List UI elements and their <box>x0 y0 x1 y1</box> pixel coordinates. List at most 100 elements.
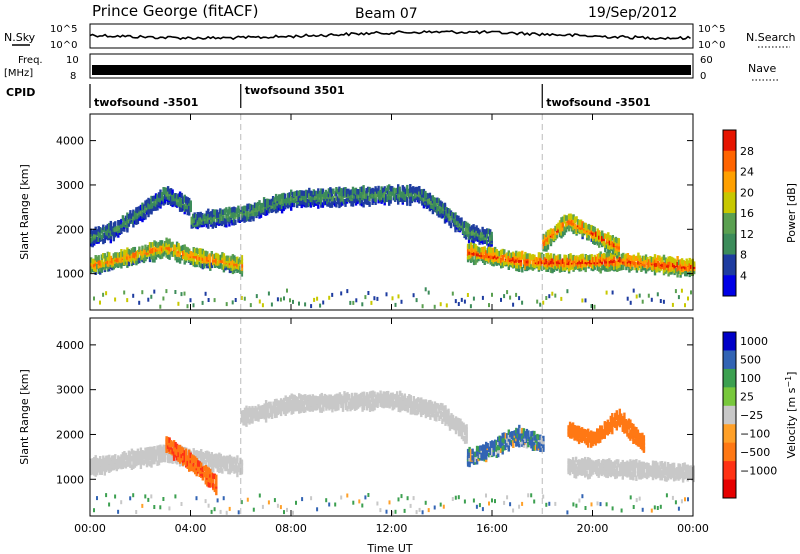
data-cell <box>210 211 213 217</box>
data-cell <box>204 218 207 224</box>
data-cell <box>465 427 468 433</box>
data-cell <box>574 473 578 479</box>
data-cell <box>342 198 346 205</box>
data-cell <box>397 197 400 203</box>
data-cell <box>295 403 298 409</box>
data-cell <box>168 195 171 201</box>
data-cell <box>545 253 548 259</box>
data-cell <box>194 261 197 268</box>
data-cell <box>349 300 352 305</box>
data-cell <box>452 212 456 219</box>
data-cell <box>273 399 277 405</box>
data-cell <box>566 220 569 227</box>
data-cell <box>114 226 117 233</box>
data-cell <box>307 398 310 404</box>
data-cell <box>328 405 331 411</box>
data-cell <box>299 399 302 405</box>
data-cell <box>495 252 498 258</box>
data-cell <box>160 251 164 258</box>
data-cell <box>386 185 389 191</box>
data-cell <box>611 249 614 255</box>
data-cell <box>566 215 569 221</box>
data-cell <box>221 462 224 468</box>
data-cell <box>150 203 153 209</box>
data-cell <box>606 419 609 426</box>
data-cell <box>581 298 584 303</box>
data-cell <box>321 188 325 194</box>
data-cell <box>601 254 604 260</box>
data-cell <box>399 401 402 407</box>
data-cell <box>258 205 261 212</box>
data-cell <box>373 404 376 411</box>
data-cell <box>445 414 449 421</box>
data-cell <box>99 300 101 305</box>
data-cell <box>500 440 503 447</box>
data-cell <box>580 433 584 439</box>
data-cell <box>605 424 608 431</box>
data-cell <box>610 257 613 264</box>
data-cell <box>97 458 100 464</box>
data-cell <box>370 300 373 305</box>
data-cell <box>99 463 102 470</box>
data-cell <box>298 301 300 306</box>
data-cell <box>448 415 452 421</box>
data-cell <box>207 212 210 219</box>
data-cell <box>412 404 415 411</box>
data-cell <box>543 234 547 241</box>
data-cell <box>212 483 215 489</box>
data-cell <box>435 416 438 422</box>
data-cell <box>576 460 579 466</box>
data-cell <box>451 291 454 296</box>
data-cell <box>335 202 338 208</box>
data-cell <box>305 398 308 404</box>
data-cell <box>206 251 209 257</box>
data-cell <box>542 233 545 240</box>
data-cell <box>165 247 168 253</box>
data-cell <box>485 449 488 456</box>
data-cell <box>225 255 229 261</box>
data-cell <box>365 197 368 203</box>
data-cell <box>97 462 100 468</box>
data-cell <box>501 248 504 255</box>
data-cell <box>576 431 579 437</box>
data-cell <box>233 464 236 471</box>
nsky-label: N.Sky <box>4 31 36 44</box>
data-cell <box>186 455 189 461</box>
data-cell <box>626 296 629 301</box>
data-cell <box>355 298 358 303</box>
data-cell <box>570 426 573 433</box>
data-cell <box>138 300 141 305</box>
data-cell <box>521 427 524 434</box>
data-cell <box>120 463 123 470</box>
data-cell <box>507 429 510 435</box>
data-cell <box>429 403 432 409</box>
data-cell <box>560 226 563 232</box>
data-cell <box>162 243 165 250</box>
data-cell <box>603 466 606 473</box>
data-cell <box>545 261 548 267</box>
data-cell <box>159 444 162 451</box>
data-cell <box>91 258 94 265</box>
data-cell <box>489 241 492 248</box>
data-cell <box>673 258 676 264</box>
data-cell <box>629 435 632 441</box>
data-cell <box>587 431 590 437</box>
data-cell <box>518 441 521 448</box>
colorbar-label: Power [dB] <box>785 183 798 243</box>
data-cell <box>395 194 398 201</box>
data-cell <box>577 438 581 445</box>
data-cell <box>290 205 293 211</box>
data-cell <box>515 254 518 260</box>
data-cell <box>262 201 266 207</box>
data-cell <box>457 215 460 222</box>
data-cell <box>599 251 602 257</box>
data-cell <box>387 394 390 400</box>
data-cell <box>311 191 314 197</box>
data-cell <box>688 265 691 272</box>
data-cell <box>185 460 188 466</box>
data-cell <box>597 428 600 434</box>
data-cell <box>393 394 396 400</box>
data-cell <box>290 399 293 405</box>
data-cell <box>261 202 264 209</box>
data-cell <box>169 242 173 248</box>
